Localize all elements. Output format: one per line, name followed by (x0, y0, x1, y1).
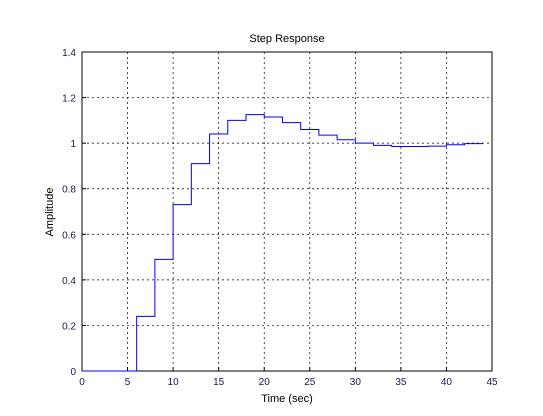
x-tick-label: 5 (125, 377, 131, 388)
x-tick-label: 35 (395, 377, 407, 388)
x-tick-label: 20 (259, 377, 271, 388)
plot-area (82, 52, 492, 371)
x-tick-label: 10 (168, 377, 180, 388)
y-axis-label: Amplitude (44, 188, 56, 237)
x-tick-label: 45 (486, 377, 498, 388)
x-tick-label: 40 (441, 377, 453, 388)
x-tick-label: 25 (304, 377, 316, 388)
x-tick-label: 15 (213, 377, 225, 388)
x-tick-label: 0 (79, 377, 85, 388)
y-tick-label: 0 (70, 367, 76, 378)
y-tick-label: 0.4 (62, 276, 76, 287)
y-tick-label: 0.6 (62, 230, 76, 241)
axes-box (81, 51, 493, 372)
x-axis-label: Time (sec) (261, 393, 313, 405)
y-tick-label: 0.8 (62, 185, 76, 196)
y-tick-label: 0.2 (62, 321, 76, 332)
y-tick-label: 1.4 (62, 48, 76, 59)
step-line (82, 114, 483, 372)
y-tick-label: 1.2 (62, 94, 76, 105)
chart-title: Step Response (249, 33, 324, 45)
x-tick-label: 30 (350, 377, 362, 388)
y-tick-label: 1 (70, 139, 76, 150)
